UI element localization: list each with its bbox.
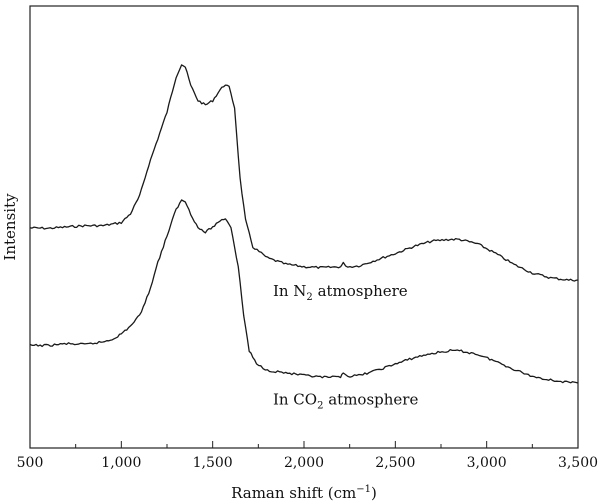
x-tick-label: 3,500 <box>558 455 598 471</box>
plot-frame <box>29 5 579 449</box>
series-label-co2: In CO2 atmosphere <box>273 391 419 412</box>
series-line-0 <box>29 64 579 282</box>
x-tick-label: 500 <box>17 455 44 471</box>
x-axis-label: Raman shift (cm−1) <box>231 484 377 502</box>
x-tick-label: 1,500 <box>193 455 233 471</box>
series-lines <box>29 64 579 384</box>
x-axis-ticks <box>29 441 579 448</box>
x-tick-label: 2,000 <box>284 455 324 471</box>
x-tick-label: 3,000 <box>467 455 507 471</box>
series-line-1 <box>29 199 579 384</box>
x-tick-label: 2,500 <box>375 455 415 471</box>
y-axis-label: Intensity <box>1 193 19 261</box>
series-label-n2: In N2 atmosphere <box>273 282 408 303</box>
x-axis-tick-labels: 500 1,000 1,500 2,000 2,500 3,000 3,500 <box>17 455 598 471</box>
x-tick-label: 1,000 <box>101 455 141 471</box>
